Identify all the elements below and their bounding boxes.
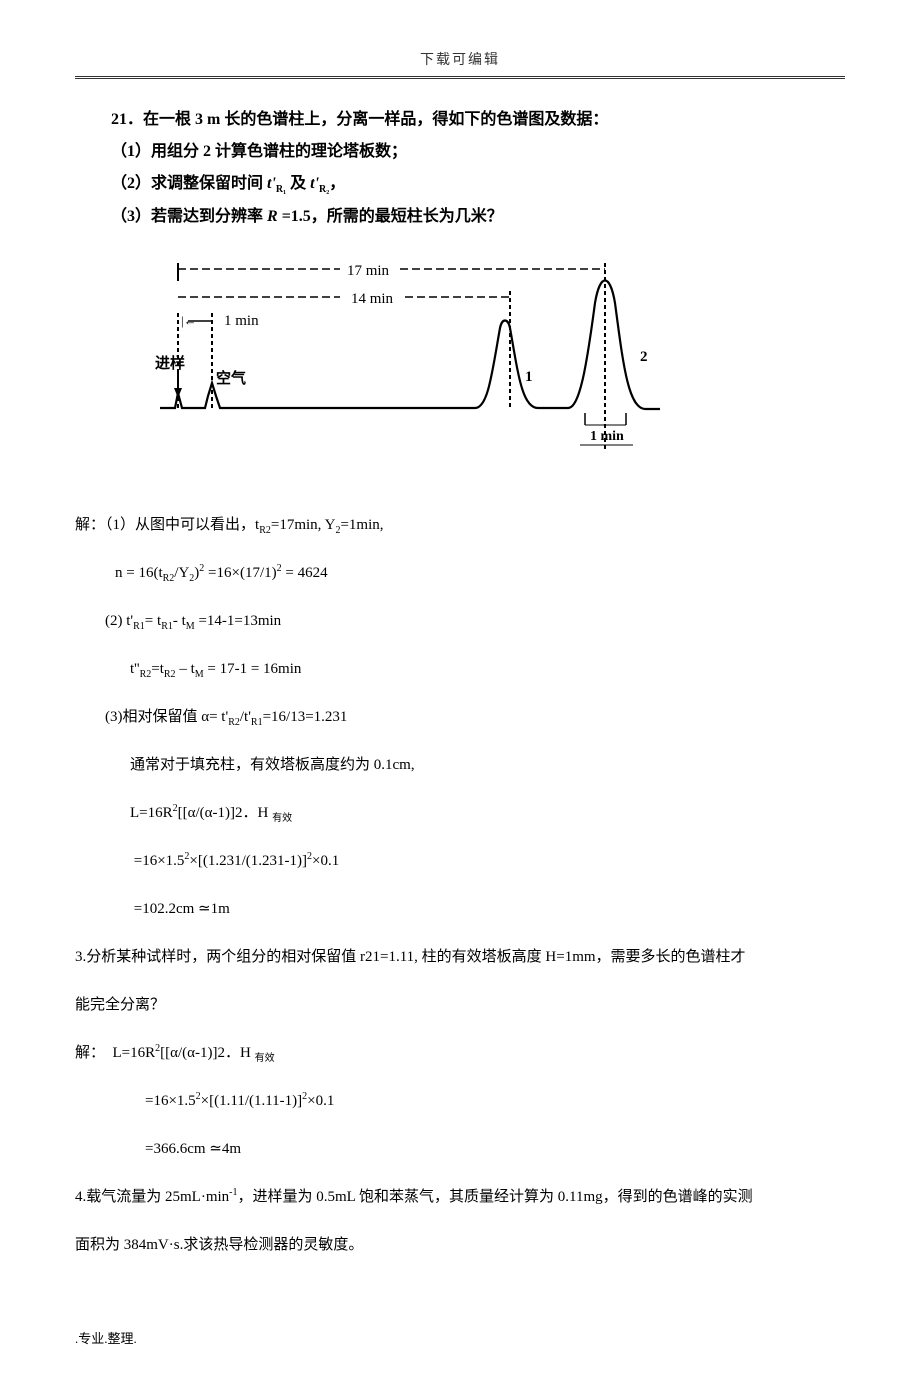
text: ×[(1.231/(1.231-1)] — [189, 853, 307, 869]
subscript: R1 — [161, 621, 173, 632]
text: = t — [145, 613, 161, 629]
sol-line1: 解：（1）从图中可以看出，tR2=17min, Y2=1min, — [75, 501, 845, 549]
text: =14-1=13min — [195, 613, 282, 629]
text: =102.2cm ≃1m — [134, 901, 230, 917]
subscript: R2 — [164, 669, 176, 680]
text: ，进样量为 0.5mL 饱和苯蒸气，其质量经计算为 0.11mg，得到的色谱峰的… — [238, 1189, 753, 1205]
sol-line5: (3)相对保留值 α= t'R2/t'R1=16/13=1.231 — [105, 693, 845, 741]
sol-line4: t''R2=tR2 – tM = 17-1 = 16min — [130, 645, 845, 693]
solution-block: 解：（1）从图中可以看出，tR2=17min, Y2=1min, n = 16(… — [75, 501, 845, 1269]
chromatogram-trace — [160, 280, 660, 409]
text: n = 16(t — [115, 565, 163, 581]
subscript: M — [186, 621, 195, 632]
text: (2) t' — [105, 613, 133, 629]
text: =16×(17/1) — [204, 565, 276, 581]
superscript: -1 — [229, 1187, 237, 1198]
text: (3)相对保留值 α= t' — [105, 709, 228, 725]
problem3-text1: 3.分析某种试样时，两个组分的相对保留值 r21=1.11, 柱的有效塔板高度 … — [75, 933, 845, 981]
text: =16/13=1.231 — [263, 709, 348, 725]
sol-line7: L=16R2[[α/(α-1)]2．H 有效 — [130, 789, 845, 837]
text: ×0.1 — [307, 1093, 334, 1109]
text: ×[(1.11/(1.11-1)] — [201, 1093, 302, 1109]
chromatogram-figure: 17 min 14 min |← 1 min 进样 空气 1 2 1 min — [150, 253, 670, 471]
peak-label-1: 1 — [525, 369, 533, 385]
text: =t — [151, 661, 164, 677]
text: L=16R — [130, 805, 173, 821]
problem4-text1: 4.载气流量为 25mL·min-1，进样量为 0.5mL 饱和苯蒸气，其质量经… — [75, 1173, 845, 1221]
label-14min: 14 min — [351, 291, 394, 307]
text: 解：（1）从图中可以看出， — [75, 517, 255, 533]
text: [[α/(α-1)]2．H — [160, 1045, 254, 1061]
subscript: R2 — [228, 717, 240, 728]
question-21: 21．在一根 3 m 长的色谱柱上，分离一样品，得如下的色谱图及数据： （1）用… — [111, 104, 845, 232]
text: L=16R — [113, 1045, 156, 1061]
label-width: 1 min — [590, 429, 624, 444]
text: = 4624 — [282, 565, 328, 581]
question-sub2: （2）求调整保留时间 t'R₁ 及 t'R₂， — [111, 168, 845, 200]
label-inject: 进样 — [155, 354, 185, 372]
page-header: 下载可编辑 — [75, 50, 845, 72]
chromatogram-svg: 17 min 14 min |← 1 min 进样 空气 1 2 1 min — [150, 253, 670, 463]
sol-line9: =102.2cm ≃1m — [130, 885, 845, 933]
sol-line2: n = 16(tR2/Y2)2 =16×(17/1)2 = 4624 — [115, 549, 845, 597]
question-number: 21． — [111, 111, 143, 128]
question-intro-text: 在一根 3 m 长的色谱柱上，分离一样品，得如下的色谱图及数据： — [143, 111, 608, 128]
text: /t' — [240, 709, 251, 725]
problem3-sol3: =366.6cm ≃4m — [145, 1125, 845, 1173]
sol-line3: (2) t'R1= tR1- tM =14-1=13min — [105, 597, 845, 645]
text: =16×1.5 — [134, 853, 185, 869]
text: /Y — [174, 565, 189, 581]
subscript: R1 — [251, 717, 263, 728]
text: ×0.1 — [312, 853, 339, 869]
label-1min: 1 min — [224, 313, 259, 329]
text: 解： — [75, 1045, 105, 1061]
text: [[α/(α-1)]2．H — [178, 805, 272, 821]
text: – t — [176, 661, 195, 677]
sol-line6: 通常对于填充柱，有效塔板高度约为 0.1cm, — [130, 741, 845, 789]
peak-label-2: 2 — [640, 349, 648, 365]
subscript: R2 — [163, 573, 175, 584]
problem3-sol1: 解： L=16R2[[α/(α-1)]2．H 有效 — [75, 1029, 845, 1077]
problem4-text2: 面积为 384mV·s.求该热导检测器的灵敏度。 — [75, 1221, 845, 1269]
text: = 17-1 = 16min — [204, 661, 302, 677]
problem3-text2: 能完全分离？ — [75, 981, 845, 1029]
text: t'' — [130, 661, 140, 677]
subscript: M — [195, 669, 204, 680]
sol-line8: =16×1.52×[(1.231/(1.231-1)]2×0.1 — [130, 837, 845, 885]
subscript: R1 — [133, 621, 145, 632]
question-sub3: （3）若需达到分辨率 R =1.5，所需的最短柱长为几米？ — [111, 201, 845, 233]
text: =17min, Y — [271, 517, 336, 533]
subscript: R2 — [140, 669, 152, 680]
text: 4.载气流量为 25mL·min — [75, 1189, 229, 1205]
subscript: R2 — [259, 525, 271, 536]
text: =16×1.5 — [145, 1093, 196, 1109]
subscript: 有效 — [255, 1053, 275, 1064]
text: - t — [173, 613, 186, 629]
header-divider — [75, 76, 845, 79]
label-air: 空气 — [216, 369, 246, 387]
problem3-sol2: =16×1.52×[(1.11/(1.11-1)]2×0.1 — [145, 1077, 845, 1125]
question-sub1: （1）用组分 2 计算色谱柱的理论塔板数； — [111, 136, 845, 168]
text: =1min, — [340, 517, 383, 533]
page-footer: .专业.整理. — [75, 1329, 845, 1350]
label-17min: 17 min — [347, 263, 390, 279]
subscript: 有效 — [272, 813, 292, 824]
question-intro: 21．在一根 3 m 长的色谱柱上，分离一样品，得如下的色谱图及数据： — [111, 104, 845, 136]
